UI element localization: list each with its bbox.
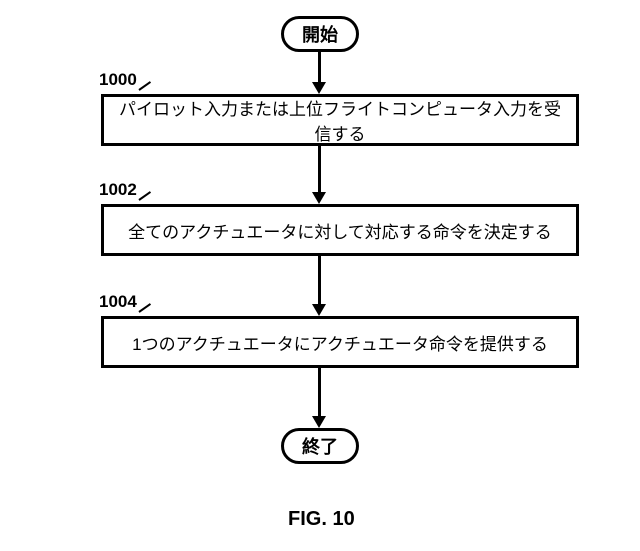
arrow-3-line: [318, 256, 321, 304]
arrow-1-line: [318, 52, 321, 82]
start-terminator: 開始: [281, 16, 359, 52]
step3-ref-text: 1004: [99, 292, 137, 311]
step1-ref-tick: [138, 81, 151, 91]
end-label: 終了: [302, 433, 338, 459]
figure-caption-text: FIG. 10: [288, 508, 355, 530]
arrow-4-head: [312, 416, 326, 428]
flowchart-canvas: 開始 1000 パイロット入力または上位フライトコンピュータ入力を受信する 10…: [0, 0, 640, 551]
step1-box: パイロット入力または上位フライトコンピュータ入力を受信する: [101, 94, 579, 146]
step3-label: 1つのアクチュエータにアクチュエータ命令を提供する: [132, 330, 548, 355]
arrow-3-head: [312, 304, 326, 316]
step2-box: 全てのアクチュエータに対して対応する命令を決定する: [101, 204, 579, 256]
step1-ref: 1000: [99, 70, 137, 90]
step1-ref-text: 1000: [99, 70, 137, 89]
end-terminator: 終了: [281, 428, 359, 464]
step3-ref: 1004: [99, 292, 137, 312]
step2-ref-tick: [138, 191, 151, 201]
step3-box: 1つのアクチュエータにアクチュエータ命令を提供する: [101, 316, 579, 368]
step3-ref-tick: [138, 303, 151, 313]
step1-label: パイロット入力または上位フライトコンピュータ入力を受信する: [112, 95, 568, 145]
arrow-2-head: [312, 192, 326, 204]
step2-ref: 1002: [99, 180, 137, 200]
step2-label: 全てのアクチュエータに対して対応する命令を決定する: [128, 218, 552, 243]
step2-ref-text: 1002: [99, 180, 137, 199]
figure-caption: FIG. 10: [288, 508, 355, 531]
arrow-1-head: [312, 82, 326, 94]
start-label: 開始: [302, 21, 338, 47]
arrow-2-line: [318, 146, 321, 192]
arrow-4-line: [318, 368, 321, 416]
